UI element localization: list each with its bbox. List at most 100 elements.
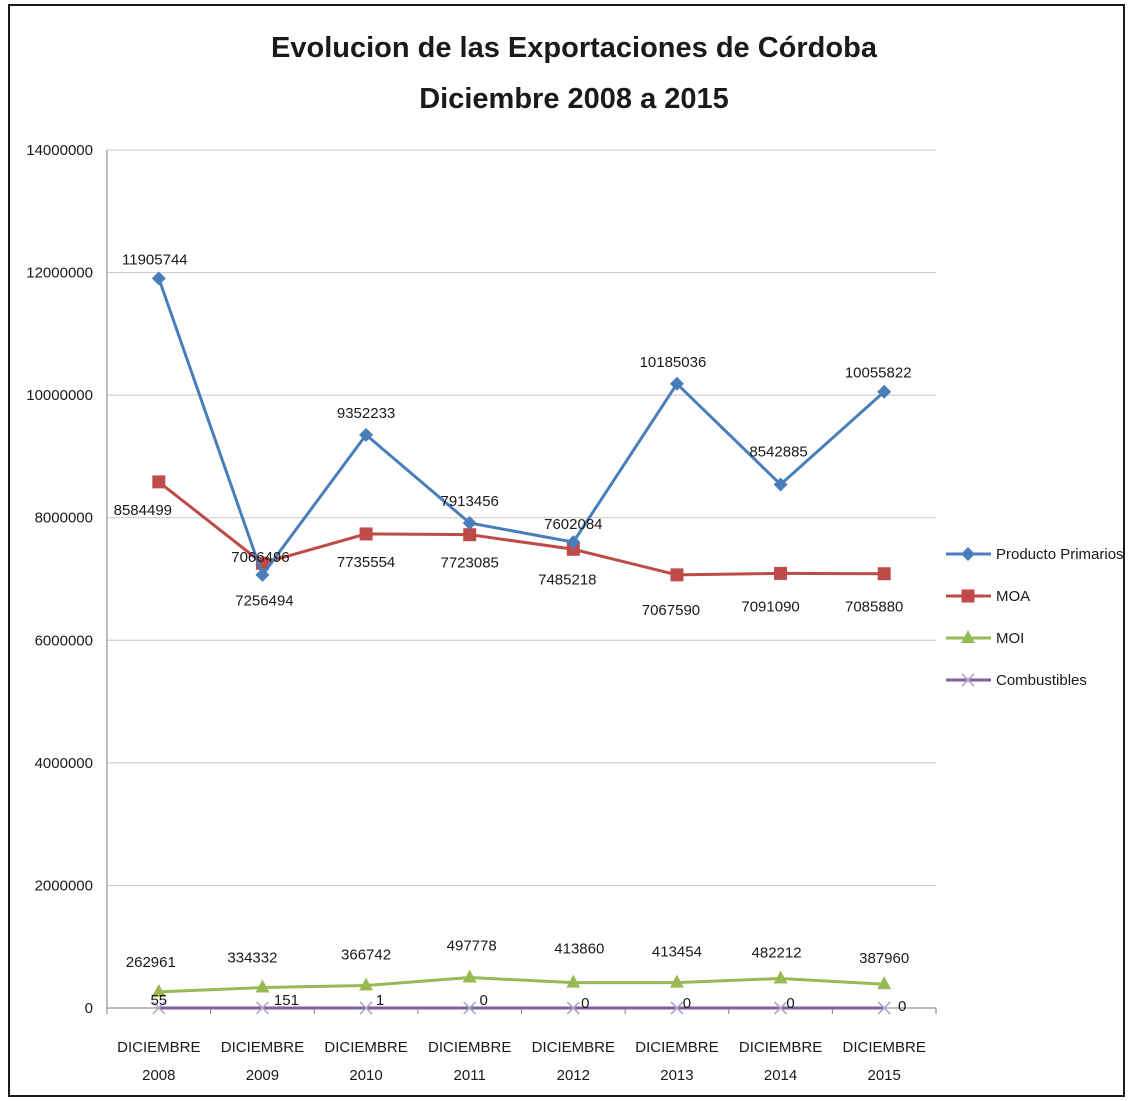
data-label: 10185036 <box>640 354 707 371</box>
chart-frame <box>8 4 1125 1097</box>
data-point <box>462 969 477 983</box>
series-line <box>158 975 885 994</box>
x-category-line: DICIEMBRE <box>428 1039 511 1056</box>
data-point <box>463 528 477 542</box>
legend-item-combustibles: Combustibles <box>946 672 1087 689</box>
data-label: 7723085 <box>440 555 498 572</box>
data-label: 0 <box>581 995 589 1012</box>
series-moi <box>151 969 892 997</box>
legend-marker <box>961 589 975 603</box>
x-category-line: 2013 <box>660 1067 693 1084</box>
data-point <box>774 566 788 580</box>
legend-marker <box>961 547 975 561</box>
y-tick-label: 6000000 <box>35 632 93 649</box>
data-label: 7735554 <box>337 554 395 571</box>
data-point <box>359 977 374 991</box>
data-point <box>773 970 788 984</box>
y-axis-ticks: 0 2000000 4000000 6000000 8000000 10000000 120… <box>26 142 93 1017</box>
data-label: 482212 <box>752 944 802 961</box>
y-tick-label: 8000000 <box>35 510 93 527</box>
x-category-label: DICIEMBRE 2009 <box>221 1039 304 1084</box>
data-label: 7256494 <box>235 592 293 609</box>
x-stroke <box>463 1001 477 1015</box>
data-label: 7085880 <box>845 599 903 616</box>
data-point <box>566 542 580 556</box>
legend-marker <box>961 673 975 687</box>
data-point <box>151 271 166 286</box>
x-category-line: DICIEMBRE <box>221 1039 304 1056</box>
x-category-label: DICIEMBRE 2013 <box>635 1039 718 1084</box>
data-label: 7091090 <box>741 598 799 615</box>
data-label: 7067590 <box>642 602 700 619</box>
legend: Producto Primarios MOA MOI Combustibles <box>946 546 1124 689</box>
data-label: 0 <box>898 998 906 1015</box>
data-point <box>669 376 684 391</box>
x-stroke <box>961 673 975 687</box>
data-point <box>773 477 788 492</box>
data-label: 0 <box>480 992 488 1009</box>
x-category-label: DICIEMBRE 2010 <box>324 1039 407 1084</box>
data-label: 7913456 <box>440 493 498 510</box>
legend-item-moi: MOI <box>946 630 1024 647</box>
x-stroke <box>359 1001 373 1015</box>
data-label: 55 <box>150 992 167 1009</box>
x-category-label: DICIEMBRE 2011 <box>428 1039 511 1084</box>
y-tick-label: 12000000 <box>26 265 93 282</box>
data-label: 0 <box>786 995 794 1012</box>
x-stroke <box>152 1001 166 1015</box>
data-point <box>669 974 684 988</box>
legend-label: Producto Primarios <box>996 546 1124 563</box>
data-point <box>359 427 374 442</box>
data-label: 262961 <box>126 954 176 971</box>
data-label: 8542885 <box>749 443 807 460</box>
x-category-line: DICIEMBRE <box>117 1039 200 1056</box>
data-label: 413454 <box>652 944 702 961</box>
data-point <box>877 976 892 990</box>
data-point <box>255 979 270 993</box>
x-category-label: DICIEMBRE 2008 <box>117 1039 200 1084</box>
x-category-label: DICIEMBRE 2012 <box>532 1039 615 1084</box>
data-point <box>566 535 581 550</box>
legend-label: Combustibles <box>996 672 1087 689</box>
data-point <box>773 1001 788 1015</box>
data-point <box>255 567 270 582</box>
chart-title: Evolucion de las Exportaciones de Córdob… <box>271 32 878 64</box>
data-label: 10055822 <box>845 365 912 382</box>
series-combustibles <box>152 1001 891 1015</box>
legend-label: MOA <box>996 588 1030 605</box>
data-label: 9352233 <box>337 405 395 422</box>
data-label: 497778 <box>447 937 497 954</box>
chart-subtitle: Diciembre 2008 a 2015 <box>419 83 729 115</box>
legend-label: MOI <box>996 630 1024 647</box>
data-point <box>462 516 477 531</box>
data-label: 366742 <box>341 947 391 964</box>
data-point <box>566 1001 580 1015</box>
data-label: 8584499 <box>114 502 172 519</box>
x-category-line: DICIEMBRE <box>324 1039 407 1056</box>
x-category-line: DICIEMBRE <box>739 1039 822 1056</box>
series-line <box>157 480 885 577</box>
data-point <box>151 983 166 997</box>
data-point <box>670 1001 684 1015</box>
series-line <box>157 277 886 579</box>
y-tick-label: 14000000 <box>26 142 93 159</box>
x-category-line: 2008 <box>142 1067 175 1084</box>
legend-item-moa: MOA <box>946 588 1030 605</box>
series-moa <box>152 475 891 582</box>
gridlines <box>106 149 937 1014</box>
x-stroke <box>670 1001 684 1015</box>
legend-item-producto-primarios: Producto Primarios <box>946 546 1124 563</box>
x-stroke <box>877 1001 891 1015</box>
data-point <box>670 568 684 582</box>
y-tick-label: 0 <box>85 1000 93 1017</box>
y-tick-label: 2000000 <box>35 877 93 894</box>
data-label: 151 <box>274 992 299 1009</box>
x-category-line: 2011 <box>454 1067 486 1084</box>
data-label: 0 <box>683 995 691 1012</box>
series-lines <box>151 271 892 1015</box>
data-point <box>255 1001 270 1015</box>
x-category-line: 2014 <box>764 1067 797 1084</box>
data-point <box>359 527 373 541</box>
y-tick-label: 4000000 <box>35 755 93 772</box>
